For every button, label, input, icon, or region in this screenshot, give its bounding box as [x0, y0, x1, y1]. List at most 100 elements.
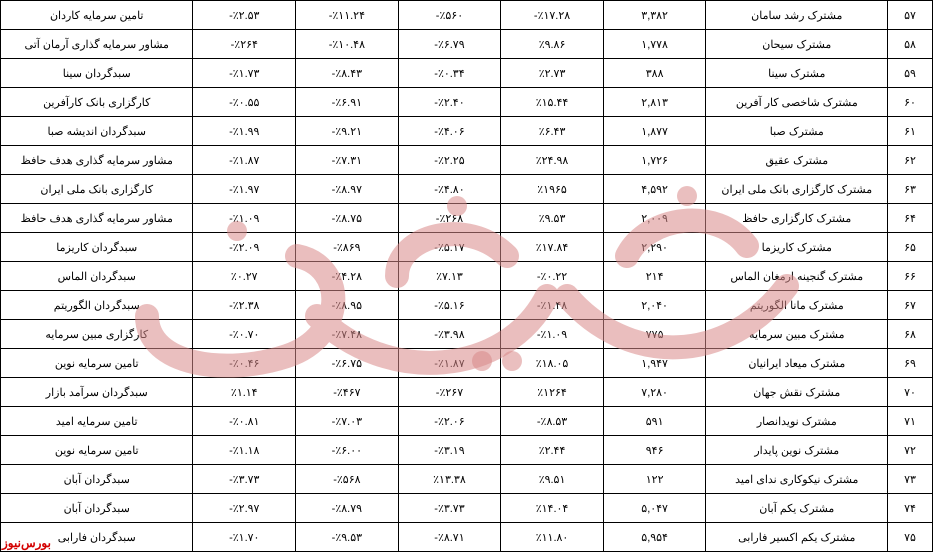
col-v5: ٪۱.۷۰-: [193, 523, 296, 552]
col-v1: ۴,۵۹۲: [603, 175, 706, 204]
col-v2: ٪۹.۵۱: [501, 465, 604, 494]
col-v1: ۹۴۶: [603, 436, 706, 465]
table-row: ۷۴مشترک یکم آبان۵,۰۴۷٪۱۴.۰۴٪۳.۷۳-٪۸.۷۹-٪…: [1, 494, 933, 523]
row-index: ۷۵: [888, 523, 933, 552]
manager: سبدگردان آبان: [1, 494, 193, 523]
row-index: ۵۹: [888, 59, 933, 88]
fund-name: مشترک نقش جهان: [706, 378, 888, 407]
col-v3: ٪۲۶۷-: [398, 378, 501, 407]
col-v2: ٪۱.۴۸-: [501, 291, 604, 320]
col-v4: ٪۷.۳۱-: [296, 146, 399, 175]
col-v2: ٪۱۱.۸۰: [501, 523, 604, 552]
fund-name: مشترک یکم آبان: [706, 494, 888, 523]
col-v4: ٪۸۶۹-: [296, 233, 399, 262]
col-v2: ٪۲۴.۹۸: [501, 146, 604, 175]
table-row: ۵۷مشترک رشد سامان۳,۳۸۲٪۱۷.۲۸-٪۵۶۰-٪۱۱.۲۴…: [1, 1, 933, 30]
col-v5: ٪۰.۷۰-: [193, 320, 296, 349]
col-v4: ٪۹.۵۳-: [296, 523, 399, 552]
fund-name: مشترک مبین سرمایه: [706, 320, 888, 349]
row-index: ۶۰: [888, 88, 933, 117]
site-logo-text: بورس‌نیوز: [0, 536, 53, 552]
col-v4: ٪۸.۷۹-: [296, 494, 399, 523]
manager: کارگزاری بانک کارآفرین: [1, 88, 193, 117]
col-v2: ٪۸.۵۳-: [501, 407, 604, 436]
col-v4: ٪۹.۲۱-: [296, 117, 399, 146]
row-index: ۶۸: [888, 320, 933, 349]
row-index: ۶۴: [888, 204, 933, 233]
col-v5: ٪۱.۰۹-: [193, 204, 296, 233]
fund-name: مشترک صبا: [706, 117, 888, 146]
col-v5: ٪۰.۸۱-: [193, 407, 296, 436]
col-v3: ٪۳.۷۳-: [398, 494, 501, 523]
col-v5: ٪۳.۷۳-: [193, 465, 296, 494]
col-v2: ٪۲.۴۴: [501, 436, 604, 465]
col-v1: ۷,۲۸۰: [603, 378, 706, 407]
fund-name: مشترک کارگزاری بانک ملی ایران: [706, 175, 888, 204]
col-v5: ٪۲.۹۷-: [193, 494, 296, 523]
row-index: ۶۷: [888, 291, 933, 320]
table-row: ۶۰مشترک شاخصی کار آفرین۲,۸۱۳٪۱۵.۴۴٪۲.۴۰-…: [1, 88, 933, 117]
row-index: ۶۵: [888, 233, 933, 262]
col-v4: ٪۷.۰۳-: [296, 407, 399, 436]
manager: سبدگردان سینا: [1, 59, 193, 88]
fund-name: مشترک نوین پایدار: [706, 436, 888, 465]
col-v2: ٪۱۷.۸۴: [501, 233, 604, 262]
col-v3: ٪۵.۱۶-: [398, 291, 501, 320]
col-v1: ۱,۷۷۸: [603, 30, 706, 59]
row-index: ۷۰: [888, 378, 933, 407]
table-row: ۷۰مشترک نقش جهان۷,۲۸۰٪۱۲۶۴٪۲۶۷-٪۴۶۷-٪۱.۱…: [1, 378, 933, 407]
col-v5: ٪۱.۹۷-: [193, 175, 296, 204]
col-v1: ۵,۰۴۷: [603, 494, 706, 523]
col-v3: ٪۳.۱۹-: [398, 436, 501, 465]
col-v2: ٪۱۴.۰۴: [501, 494, 604, 523]
manager: سبدگردان کاریزما: [1, 233, 193, 262]
col-v4: ٪۶.۹۱-: [296, 88, 399, 117]
col-v3: ٪۵۶۰-: [398, 1, 501, 30]
col-v5: ٪۲۶۴-: [193, 30, 296, 59]
manager: تامین سرمایه نوین: [1, 436, 193, 465]
col-v2: ٪۶.۴۳: [501, 117, 604, 146]
manager: سبدگردان سرآمد بازار: [1, 378, 193, 407]
manager: تامین سرمایه کاردان: [1, 1, 193, 30]
manager: سبدگردان اندیشه صبا: [1, 117, 193, 146]
col-v2: ٪۱.۰۹-: [501, 320, 604, 349]
table-row: ۶۷مشترک مانا الگوریتم۲,۰۴۰٪۱.۴۸-٪۵.۱۶-٪۸…: [1, 291, 933, 320]
col-v3: ٪۵.۱۷-: [398, 233, 501, 262]
col-v3: ٪۳.۹۸-: [398, 320, 501, 349]
col-v1: ۲,۲۹۰: [603, 233, 706, 262]
col-v2: ٪۱۸.۰۵: [501, 349, 604, 378]
row-index: ۷۴: [888, 494, 933, 523]
col-v1: ۵۹۱: [603, 407, 706, 436]
table-row: ۷۳مشترک نیکوکاری ندای امید۱۲۲٪۹.۵۱٪۱۳.۳۸…: [1, 465, 933, 494]
col-v1: ۲,۸۱۳: [603, 88, 706, 117]
fund-name: مشترک نیکوکاری ندای امید: [706, 465, 888, 494]
row-index: ۶۱: [888, 117, 933, 146]
col-v4: ٪۶.۰۰-: [296, 436, 399, 465]
col-v4: ٪۶.۷۵-: [296, 349, 399, 378]
manager: سبدگردان الماس: [1, 262, 193, 291]
col-v1: ۱,۷۲۶: [603, 146, 706, 175]
fund-name: مشترک نویدانصار: [706, 407, 888, 436]
table-row: ۵۹مشترک سینا۳۸۸٪۲.۷۳٪۰.۳۴-٪۸.۴۳-٪۱.۷۳-سب…: [1, 59, 933, 88]
col-v5: ٪۱.۱۸-: [193, 436, 296, 465]
col-v5: ٪۰.۵۵-: [193, 88, 296, 117]
col-v4: ٪۸.۴۳-: [296, 59, 399, 88]
col-v1: ۱,۸۷۷: [603, 117, 706, 146]
row-index: ۶۶: [888, 262, 933, 291]
col-v2: ٪۱۹۶۵: [501, 175, 604, 204]
col-v3: ٪۶.۷۹-: [398, 30, 501, 59]
col-v2: ٪۲.۷۳: [501, 59, 604, 88]
fund-name: مشترک کاریزما: [706, 233, 888, 262]
row-index: ۵۸: [888, 30, 933, 59]
manager: مشاور سرمایه گذاری هدف حافظ: [1, 146, 193, 175]
col-v2: ٪۱۲۶۴: [501, 378, 604, 407]
fund-name: مشترک گنجینه ارمغان الماس: [706, 262, 888, 291]
col-v5: ٪۲.۵۳-: [193, 1, 296, 30]
table-row: ۶۲مشترک عقیق۱,۷۲۶٪۲۴.۹۸٪۲.۲۵-٪۷.۳۱-٪۱.۸۷…: [1, 146, 933, 175]
col-v2: ٪۹.۸۶: [501, 30, 604, 59]
table-row: ۵۸مشترک سیحان۱,۷۷۸٪۹.۸۶٪۶.۷۹-٪۱۰.۴۸-٪۲۶۴…: [1, 30, 933, 59]
col-v2: ٪۹.۵۳: [501, 204, 604, 233]
manager: تامین سرمایه امید: [1, 407, 193, 436]
col-v1: ۳۸۸: [603, 59, 706, 88]
col-v4: ٪۴۶۷-: [296, 378, 399, 407]
